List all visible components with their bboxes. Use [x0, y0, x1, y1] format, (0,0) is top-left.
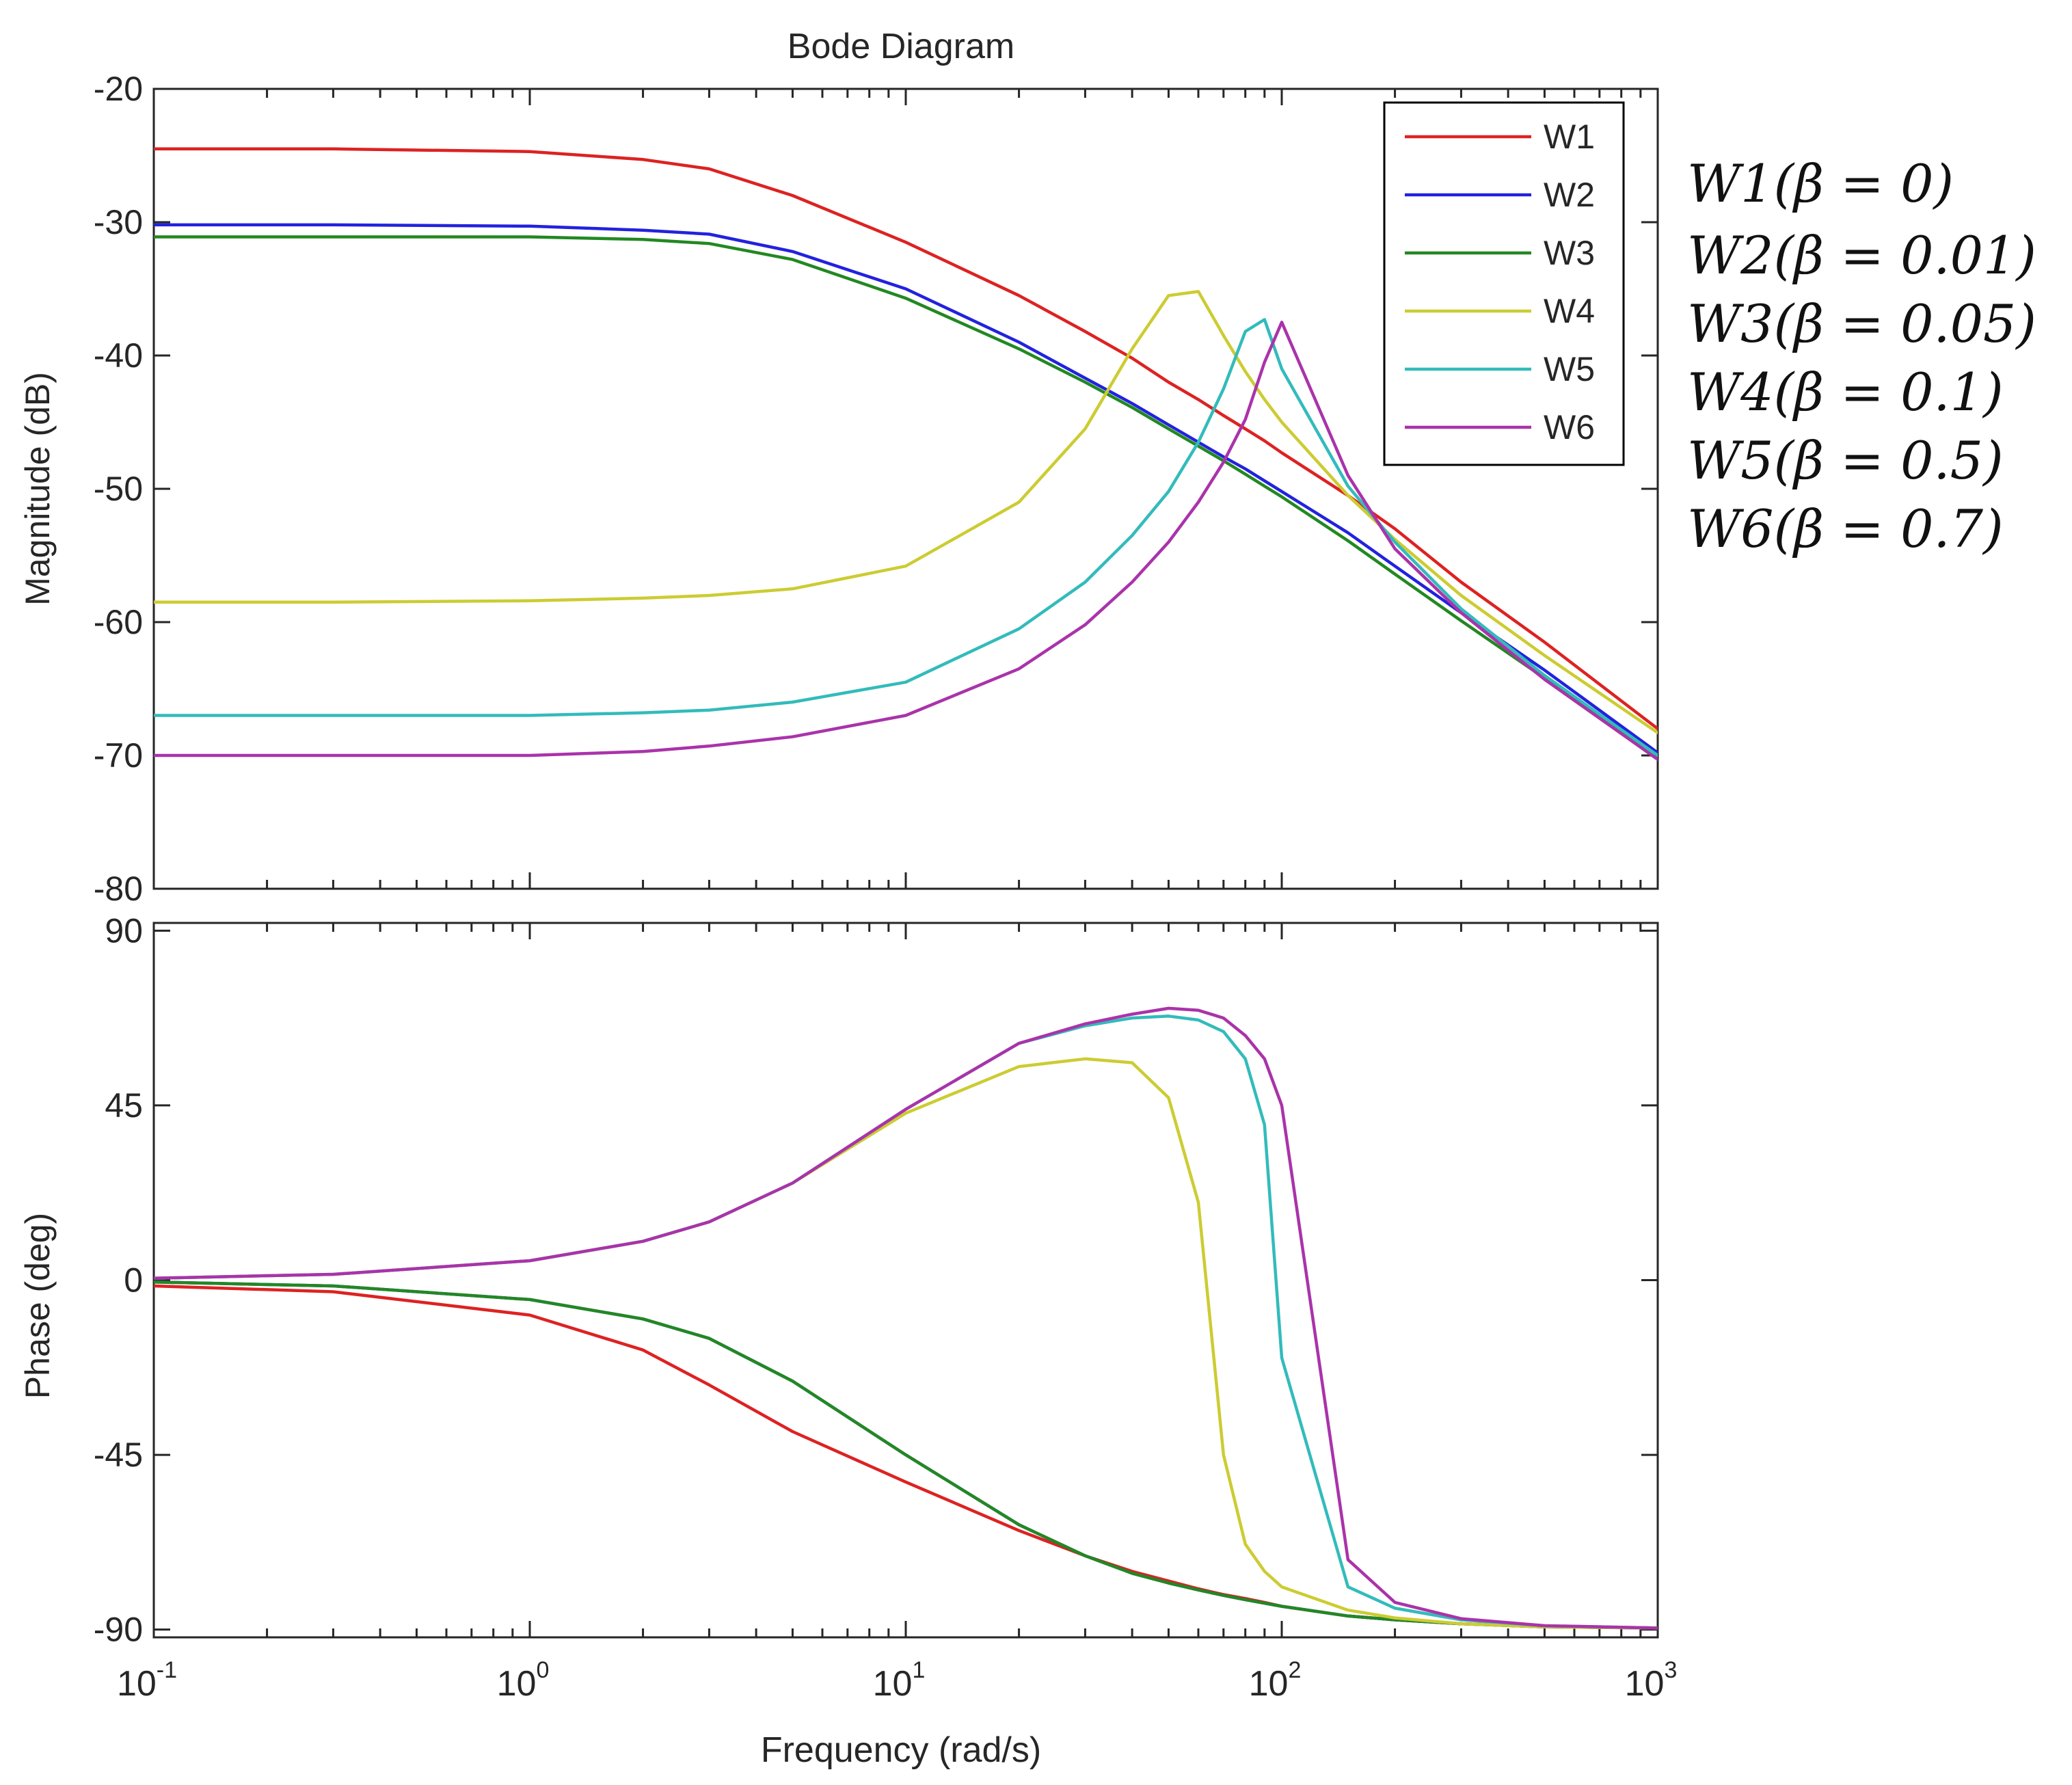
- phase-series-w3: [154, 1280, 1658, 1630]
- magnitude-y-tick-label: -40: [94, 336, 143, 375]
- x-tick-label: 103: [1625, 1657, 1678, 1704]
- legend: W1 W2 W3 W4 W5 W6: [1383, 101, 1625, 466]
- phase-frame: [152, 922, 1659, 1639]
- beta-annotations: W1(β = 0) W2(β = 0.01) W3(β = 0.05) W4(β…: [1687, 153, 2036, 559]
- x-tick-label: 100: [497, 1657, 550, 1704]
- magnitude-series-w1: [154, 147, 1658, 731]
- magnitude-series-w6: [154, 321, 1658, 762]
- phase-y-tick-label: 45: [105, 1086, 143, 1125]
- x-axis-label: Frequency (rad/s): [761, 1730, 1041, 1770]
- legend-label-w3: W3: [1544, 234, 1595, 272]
- phase-y-tick-label: -45: [94, 1436, 143, 1474]
- phase-y-tick-label: 90: [105, 911, 143, 950]
- x-tick-labels: 10-1 100 101 102 103: [117, 1657, 1677, 1704]
- magnitude-series-w2: [154, 223, 1658, 755]
- phase-y-tick-label: 0: [124, 1261, 143, 1300]
- legend-label-w6: W6: [1544, 408, 1595, 446]
- magnitude-series-w3: [154, 235, 1658, 762]
- annotation-w6: W6(β = 0.7): [1687, 498, 2004, 559]
- legend-label-w2: W2: [1544, 176, 1595, 214]
- phase-series-w6: [154, 1006, 1658, 1630]
- magnitude-y-tick-label: -70: [94, 736, 143, 775]
- legend-box: [1383, 101, 1625, 466]
- legend-label-w4: W4: [1544, 292, 1595, 330]
- magnitude-y-tick-label: -20: [94, 70, 143, 108]
- x-tick-label: 101: [873, 1657, 926, 1704]
- magnitude-y-axis-label: Magnitude (dB): [18, 372, 57, 606]
- magnitude-y-tick-label: -60: [94, 603, 143, 641]
- legend-label-w1: W1: [1544, 118, 1595, 156]
- phase-y-tick-label: -90: [94, 1611, 143, 1649]
- magnitude-y-tick-label: -50: [94, 470, 143, 508]
- phase-plot: 90 45 0 -45 -90: [94, 911, 1659, 1649]
- annotation-w4: W4(β = 0.1): [1687, 362, 2004, 422]
- x-tick-label: 10-1: [117, 1657, 177, 1704]
- annotation-w3: W3(β = 0.05): [1687, 293, 2036, 354]
- annotation-w2: W2(β = 0.01): [1687, 225, 2036, 286]
- annotation-w5: W5(β = 0.5): [1687, 430, 2004, 491]
- legend-label-w5: W5: [1544, 350, 1595, 388]
- phase-y-axis-label: Phase (deg): [18, 1213, 57, 1399]
- x-tick-label: 102: [1249, 1657, 1302, 1704]
- magnitude-y-tick-label: -80: [94, 870, 143, 908]
- annotation-w1: W1(β = 0): [1687, 153, 1954, 214]
- chart-title: Bode Diagram: [788, 27, 1014, 66]
- magnitude-y-tick-label: -30: [94, 203, 143, 241]
